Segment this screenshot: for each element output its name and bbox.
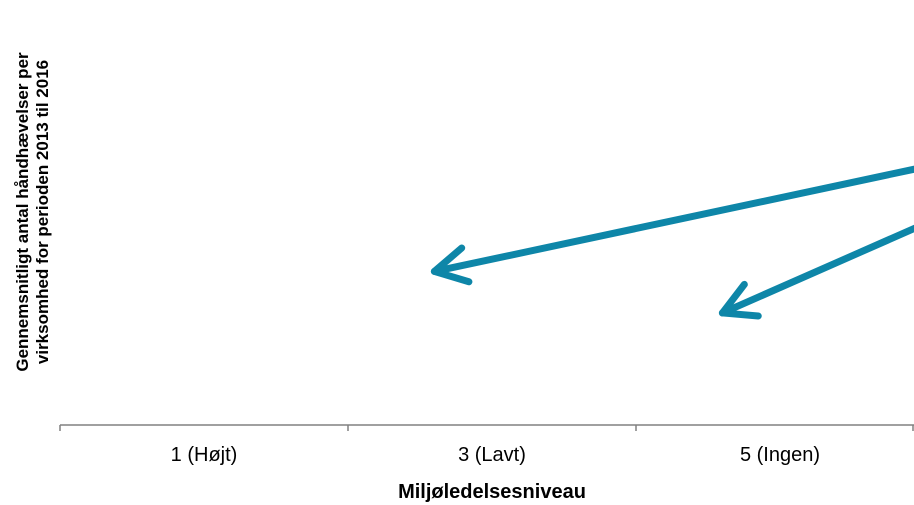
y-axis-title-line-2: virksomhed for perioden 2013 til 2016 — [33, 60, 52, 364]
arrow-layer — [430, 165, 914, 320]
arrow-2-shaft — [718, 224, 914, 317]
y-axis-title: Gennemsnitligt antal håndhævelser per vi… — [13, 52, 52, 372]
x-tick-label-5: 5 (Ingen) — [740, 444, 820, 466]
x-tick-label-1: 1 (Højt) — [171, 444, 238, 466]
arrow-1-shaft — [430, 165, 914, 275]
y-axis-title-line-1: Gennemsnitligt antal håndhævelser per — [13, 52, 32, 372]
arrow-1-head — [430, 244, 473, 286]
x-axis-title: Miljøledelsesniveau — [398, 481, 586, 503]
arrow-2-head — [718, 280, 762, 320]
x-tick-label-3: 3 (Lavt) — [458, 444, 526, 466]
